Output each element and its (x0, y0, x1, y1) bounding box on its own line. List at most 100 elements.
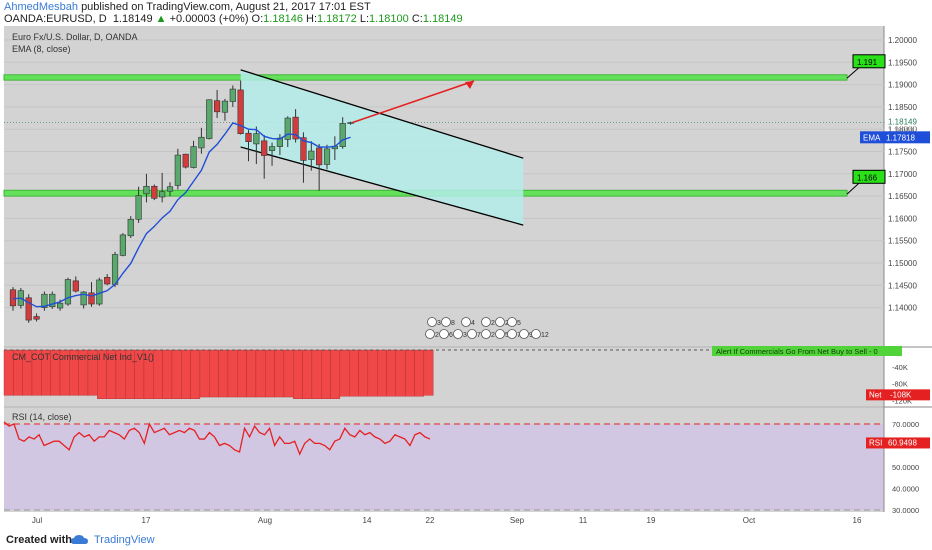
cot-tick-label: -80K (892, 380, 908, 389)
time-tick-label: Aug (258, 516, 272, 525)
price-tick-label: 1.15500 (888, 237, 917, 246)
rsi-tick-label: 50.0000 (892, 463, 919, 472)
rsi-tag-value: 60.9498 (888, 438, 917, 447)
price-tick-label: 1.19500 (888, 58, 917, 67)
price-tick-label: 1.15000 (888, 259, 917, 268)
descending-channel (240, 69, 524, 226)
cot-bar (414, 349, 425, 397)
event-markers[interactable]: 3 8 4 2 2 5 2 6 3 7 2 5 7 9 12 (425, 317, 549, 340)
event-count: 12 (541, 332, 549, 339)
candle-body (253, 133, 260, 145)
zone-label-box (852, 54, 886, 69)
event-flag-icon (495, 329, 505, 339)
candle-body (33, 316, 40, 320)
event-count: 3 (463, 332, 467, 339)
cot-bar (162, 349, 173, 399)
rsi-band (4, 424, 884, 510)
candle-body (229, 88, 236, 102)
rsi-line (3, 421, 431, 456)
cot-bar (293, 349, 303, 399)
event-count: 5 (505, 332, 509, 339)
cot-bar (181, 349, 191, 399)
cot-bar (246, 349, 257, 398)
event-flag-icon (507, 329, 517, 339)
event-flag-icon (467, 329, 477, 339)
cot-bar (358, 349, 369, 397)
time-tick-label: 14 (363, 516, 372, 525)
high-label: H: (306, 13, 317, 25)
price-tick-label: 1.18000 (888, 125, 917, 134)
open-label: O: (251, 13, 264, 25)
close-label: C: (411, 13, 423, 25)
zone-label-box (852, 169, 886, 184)
cot-bar (395, 349, 406, 397)
price-tick-label: 1.17000 (888, 170, 917, 179)
time-tick-label: Oct (743, 516, 756, 525)
candle-body (64, 279, 72, 305)
high-value: 1.18172 (317, 13, 357, 25)
legend-ema: EMA (8, close) (12, 44, 71, 54)
time-axis: Jul 17 Aug 14 22 Sep 11 19 Oct 16 (4, 512, 884, 526)
zone-label-text: 1.166 (857, 173, 878, 182)
event-count: 2 (505, 320, 509, 327)
author-link[interactable]: AhmedMesbah (4, 1, 78, 13)
last-price: 1.18149 (112, 13, 153, 25)
time-tick-label: 17 (142, 516, 151, 525)
up-arrow-icon: ▲ (155, 13, 167, 25)
cot-bar (171, 349, 182, 399)
event-flag-icon (425, 329, 435, 339)
cot-bar (227, 349, 238, 398)
arrow-head (465, 81, 474, 90)
event-flag-icon (441, 317, 451, 327)
time-tick-label: 22 (426, 516, 435, 525)
alert-box (712, 346, 902, 356)
candle-body (237, 89, 244, 134)
close-value: 1.18149 (422, 13, 463, 25)
price-tick-label: 1.19000 (888, 81, 917, 90)
cot-bar (237, 349, 247, 398)
cot-bar (209, 349, 219, 398)
zone-callout-line (846, 66, 861, 79)
alert-text: Alert If Commercials Go From Net Buy to … (716, 347, 878, 356)
ema-tag-value: 1.17818 (886, 133, 915, 142)
candle-body (135, 195, 142, 220)
net-tag-label: Net (869, 390, 882, 399)
candle-body (292, 116, 299, 140)
channel-lower-line (240, 146, 524, 226)
time-tick-label: Jul (32, 516, 42, 525)
net-tag-bg (866, 389, 930, 401)
price-tick-label: 1.17500 (888, 148, 917, 157)
candle-body (245, 132, 252, 142)
created-with-label: Created with (6, 534, 73, 546)
cot-bar (423, 349, 434, 396)
ohlc-line: OANDA:EURUSD, D 1.18149 ▲ +0.00003 (+0%)… (4, 13, 463, 25)
cot-bar (311, 349, 322, 399)
cot-bar (153, 349, 163, 399)
published-text: published on TradingView.com, August 21,… (81, 1, 371, 13)
candle-body (88, 292, 95, 305)
time-tick-label: 19 (647, 516, 656, 525)
candle-body (159, 191, 166, 198)
price-tick-label: 1.14500 (888, 281, 917, 290)
channel-fill (240, 69, 524, 226)
cot-tick-label: -120K (892, 396, 912, 405)
candle-body (276, 137, 284, 147)
time-tick-label: 11 (579, 516, 588, 525)
event-count: 2 (491, 332, 495, 339)
event-count: 7 (477, 332, 481, 339)
last-price-sub: 1.18000 (888, 128, 913, 135)
zone-label-text: 1.191 (857, 58, 878, 67)
candle-body (119, 234, 126, 256)
candle-body (49, 293, 56, 308)
cot-bar (302, 349, 313, 399)
symbol-label: OANDA:EURUSD, D (4, 13, 107, 25)
event-count: 3 (437, 320, 441, 327)
cot-bar (199, 349, 210, 398)
cot-bar (321, 349, 331, 399)
cot-bar (330, 349, 341, 399)
footer-bar: Created with TradingView (0, 530, 932, 550)
cot-bar (283, 349, 294, 398)
tradingview-link[interactable]: TradingView (94, 534, 155, 546)
